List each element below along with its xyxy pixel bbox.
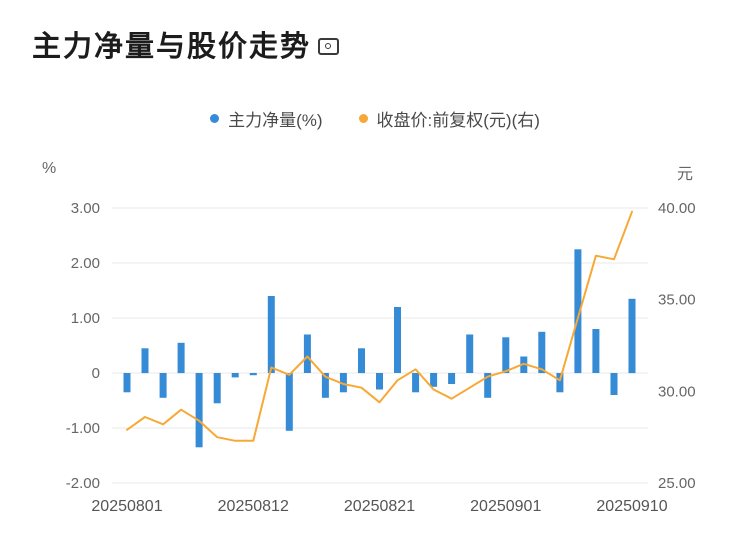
y-axis-left-tick: 0	[92, 365, 100, 382]
legend: 主力净量(%) 收盘价:前复权(元)(右)	[0, 106, 750, 131]
net-volume-bar	[430, 373, 438, 387]
net-volume-bar	[321, 373, 329, 398]
close-price-line	[126, 210, 633, 442]
page-title: 主力净量与股价走势	[32, 31, 312, 63]
net-volume-bar	[303, 334, 311, 373]
net-volume-bar	[484, 373, 492, 398]
legend-item-close-price[interactable]: 收盘价:前复权(元)(右)	[358, 106, 540, 131]
net-volume-bar	[213, 373, 221, 404]
y-axis-right-tick: 40.00	[658, 200, 696, 217]
net-volume-bar	[610, 373, 618, 395]
net-volume-bar	[466, 334, 474, 373]
y-axis-left-tick: 3.00	[71, 200, 100, 217]
net-volume-bar	[339, 373, 347, 393]
legend-label-main-net-volume: 主力净量(%)	[228, 111, 323, 130]
y-axis-left-tick: 1.00	[71, 310, 100, 327]
net-volume-bar	[123, 373, 131, 393]
legend-item-main-net-volume[interactable]: 主力净量(%)	[210, 106, 323, 131]
net-volume-bar	[159, 373, 167, 398]
net-volume-bar	[285, 373, 293, 431]
x-axis-tick: 20250910	[596, 498, 667, 515]
x-axis-tick: 20250801	[91, 498, 162, 515]
net-volume-bar	[249, 373, 257, 376]
y-axis-left-tick: -2.00	[66, 475, 100, 492]
net-volume-bar	[394, 307, 401, 373]
net-volume-bar	[267, 296, 275, 373]
y-axis-right-tick: 30.00	[658, 383, 696, 400]
net-volume-bar	[177, 342, 185, 374]
net-volume-bar	[556, 373, 564, 393]
net-volume-bar	[448, 373, 456, 384]
net-volume-bar	[195, 373, 203, 448]
net-volume-bar	[574, 249, 582, 374]
x-axis-tick: 20250812	[218, 498, 289, 515]
legend-dot-close-price	[358, 114, 368, 123]
y-axis-left-tick: 2.00	[71, 255, 100, 272]
net-volume-bar	[538, 331, 546, 374]
y-axis-left-tick: -1.00	[66, 420, 100, 437]
title-row: 主力净量与股价走势	[32, 30, 340, 64]
net-volume-bar	[231, 373, 239, 378]
left-axis-unit: %	[42, 160, 57, 177]
net-volume-bar	[628, 298, 636, 374]
x-axis-tick: 20250901	[470, 498, 541, 515]
net-volume-bar	[592, 329, 600, 373]
legend-dot-main-net-volume	[210, 114, 220, 123]
legend-label-close-price: 收盘价:前复权(元)(右)	[376, 111, 540, 130]
net-volume-bar	[502, 337, 510, 374]
x-axis-tick: 20250821	[344, 498, 415, 515]
camera-icon[interactable]	[318, 38, 340, 55]
y-axis-right-tick: 35.00	[658, 292, 696, 309]
right-axis-unit: 元	[677, 166, 694, 183]
net-volume-bar	[141, 348, 149, 374]
net-volume-bar	[376, 373, 383, 390]
y-axis-right-tick: 25.00	[658, 475, 696, 492]
net-volume-bar	[358, 348, 365, 374]
net-volume-bar	[412, 373, 420, 393]
